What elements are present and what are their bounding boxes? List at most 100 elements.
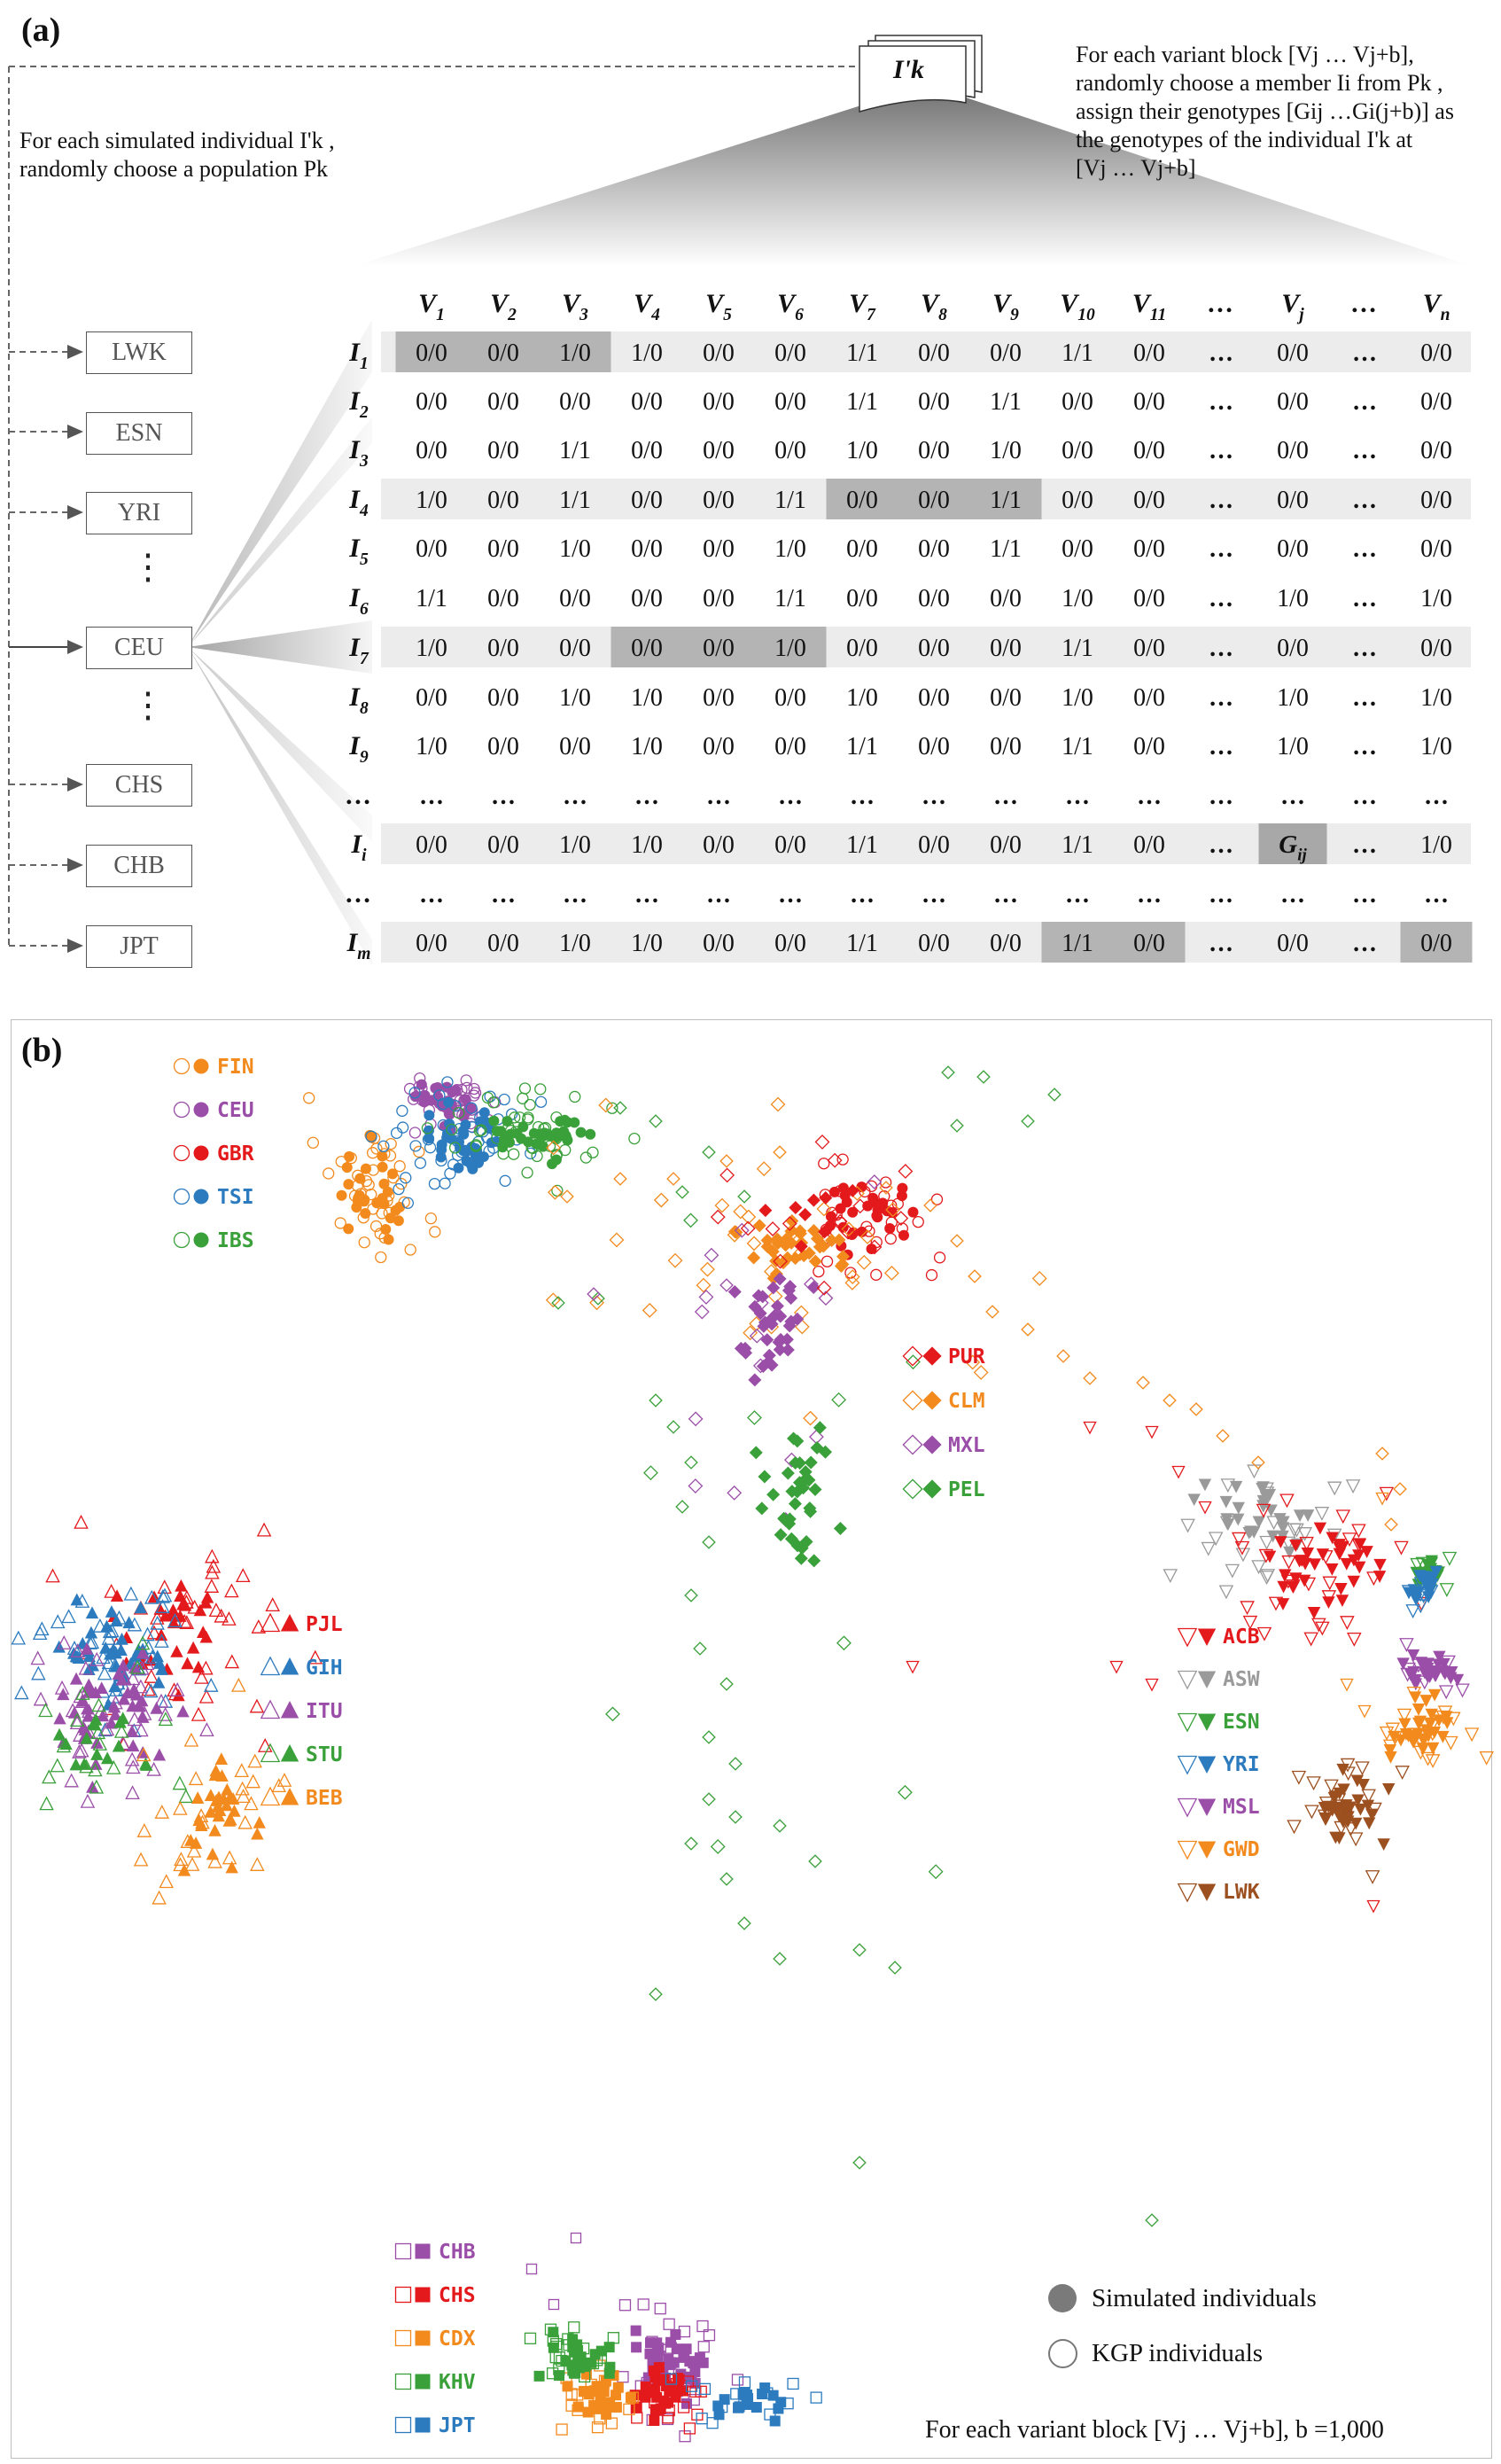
genotype-cell: … <box>1209 881 1233 908</box>
scatter-point <box>150 1701 163 1714</box>
genotype-cell: 0/0 <box>1133 339 1165 367</box>
scatter-point <box>460 1074 472 1087</box>
scatter-point <box>770 1096 786 1112</box>
scatter-point <box>825 1211 836 1222</box>
scatter-point <box>303 1092 315 1104</box>
scatter-point <box>1256 1481 1270 1494</box>
scatter-point <box>184 1857 200 1871</box>
scatter-point <box>409 1140 422 1152</box>
scatter-point <box>746 1236 762 1251</box>
genotype-cell: Gij <box>1279 830 1307 865</box>
scatter-point <box>42 1769 57 1784</box>
scatter-point <box>203 1677 219 1692</box>
genotype-cell: 1/1 <box>990 487 1022 514</box>
scatter-point <box>521 1166 533 1179</box>
scatter-point <box>816 1239 830 1253</box>
scatter-point <box>352 1195 363 1206</box>
genotype-cell: … <box>778 881 803 908</box>
legend-label-pur: PUR <box>948 1345 985 1368</box>
genotype-cell: 0/0 <box>416 930 447 957</box>
scatter-point <box>198 1660 214 1675</box>
scatter-point <box>75 1686 90 1700</box>
scatter-point <box>1412 1704 1426 1716</box>
scatter-point <box>605 1706 620 1722</box>
scatter-point <box>141 1640 156 1655</box>
scatter-point <box>719 1154 734 1168</box>
scatter-point <box>334 1217 346 1229</box>
genotype-cell: 0/0 <box>1277 437 1309 464</box>
population-box-esn: ESN <box>86 412 192 455</box>
genotype-cell: 0/0 <box>1277 535 1309 563</box>
scatter-point <box>1257 1496 1271 1509</box>
scatter-point <box>1426 1578 1439 1591</box>
scatter-point <box>1276 1522 1290 1535</box>
scatter-point <box>188 1771 204 1786</box>
legend-label-fin: FIN <box>217 1056 254 1079</box>
scatter-point <box>122 1616 136 1629</box>
scatter-point <box>719 1677 734 1691</box>
scatter-point <box>235 1568 251 1583</box>
scatter-point <box>90 1725 106 1740</box>
scatter-point <box>816 1280 832 1296</box>
scatter-point <box>135 1635 151 1650</box>
genotype-cell: … <box>419 881 444 908</box>
scatter-point <box>460 1094 471 1105</box>
scatter-point <box>1351 1794 1365 1807</box>
scatter-point <box>1208 1532 1224 1547</box>
scatter-point <box>613 1101 627 1115</box>
scatter-point <box>1021 1114 1035 1128</box>
scatter-point <box>930 1193 944 1205</box>
scatter-point <box>569 1117 580 1128</box>
scatter-point <box>193 1058 209 1074</box>
scatter-point <box>1177 1797 1198 1818</box>
scatter-point <box>39 1796 54 1811</box>
scatter-point <box>107 1700 121 1713</box>
scatter-point <box>457 1126 469 1137</box>
scatter-point <box>827 1152 843 1168</box>
population-box-yri: YRI <box>86 492 192 534</box>
scatter-point <box>1384 1751 1397 1764</box>
scatter-point <box>1395 1766 1410 1781</box>
scatter-point <box>154 1634 169 1648</box>
genotype-cell: 1/0 <box>1420 684 1452 712</box>
scatter-point <box>727 1485 743 1501</box>
scatter-point <box>247 1753 262 1768</box>
scatter-point <box>167 1603 180 1617</box>
scatter-point <box>1394 1734 1408 1747</box>
scatter-point <box>649 1393 663 1407</box>
scatter-point <box>834 1259 848 1274</box>
scatter-point <box>478 1151 489 1163</box>
scatter-point <box>1340 1616 1355 1631</box>
scatter-point <box>1339 1802 1353 1815</box>
scatter-point <box>1177 1670 1198 1690</box>
scatter-point <box>589 1295 604 1311</box>
scatter-point <box>1342 1811 1355 1824</box>
scatter-point <box>92 1618 108 1633</box>
scatter-point <box>1293 1509 1307 1523</box>
scatter-point <box>375 1251 387 1264</box>
genotype-cell: 0/0 <box>1277 388 1309 416</box>
scatter-point <box>740 1220 756 1236</box>
scatter-point <box>525 1147 537 1160</box>
scatter-point <box>922 1346 942 1366</box>
scatter-point <box>416 1079 427 1090</box>
scatter-point <box>1197 1713 1217 1732</box>
scatter-point <box>136 1694 149 1707</box>
scatter-point <box>1304 1805 1319 1820</box>
scatter-point <box>465 1103 477 1114</box>
scatter-point <box>90 1748 104 1760</box>
genotype-cell: 0/0 <box>487 831 519 859</box>
scatter-point <box>224 1813 237 1826</box>
scatter-point <box>767 2390 779 2401</box>
scatter-point <box>1322 1576 1337 1591</box>
genotype-cell: … <box>1209 437 1233 464</box>
scatter-point <box>867 1239 883 1255</box>
scatter-point <box>461 1155 472 1166</box>
scatter-point <box>183 1732 199 1747</box>
scatter-point <box>1287 1820 1302 1835</box>
scatter-point <box>625 2392 636 2404</box>
genotype-cell: 1/0 <box>1420 831 1452 859</box>
scatter-point <box>236 1789 251 1803</box>
genotype-cell: 0/0 <box>774 831 806 859</box>
